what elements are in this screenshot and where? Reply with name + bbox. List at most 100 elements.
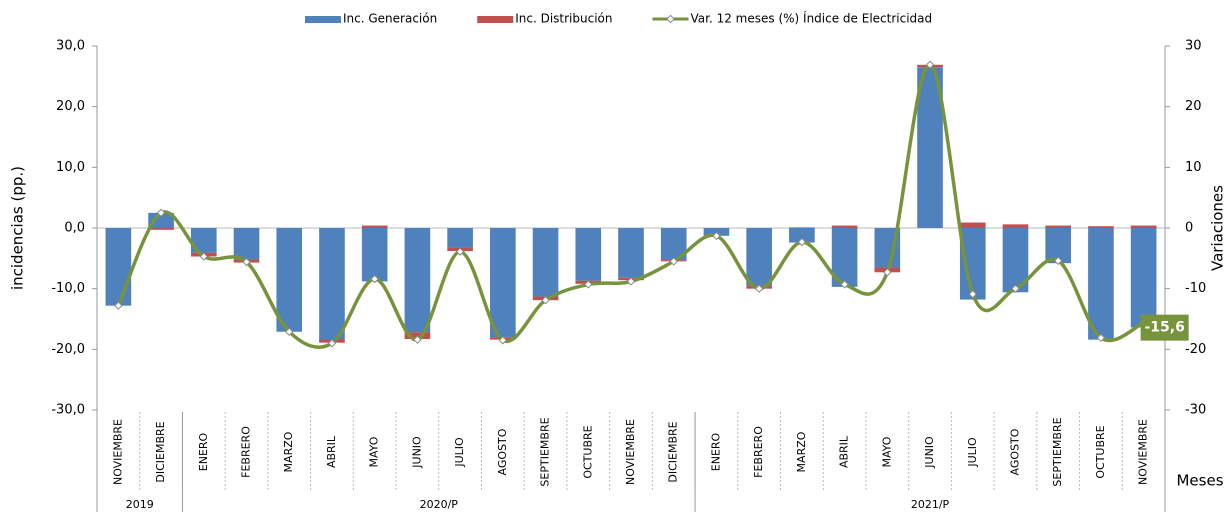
group-label: 2019 [126,498,154,511]
x-tick-label: ABRIL [325,435,338,468]
marker [968,289,978,299]
bar [789,227,815,228]
x-tick-label: MAYO [368,436,381,467]
marker [840,280,849,289]
bar [105,228,132,306]
legend-swatch [305,16,341,23]
y-tick-label: 30,0 [56,39,85,54]
legend-label: Inc. Generación [343,12,437,26]
bar [148,228,174,230]
bar [490,228,516,338]
marker [498,335,508,345]
marker [242,257,251,267]
x-tick-label: AGOSTO [496,428,509,475]
x-tick-label: SEPTIEMBRE [1051,417,1064,486]
marker [584,280,593,289]
legend-swatch [477,16,514,23]
bar [1088,228,1114,340]
y-tick-label: 0,0 [64,221,85,236]
marker [712,231,721,241]
y2-axis-title: Variaciones [1209,185,1227,271]
y-axis-title: incidencias (pp.) [9,166,27,290]
group-label: 2021/P [911,498,950,511]
x-tick-label: ENERO [709,432,722,471]
bar [361,225,388,228]
bar [831,225,858,228]
bar [789,228,815,243]
x-tick-label: OCTUBRE [581,425,594,478]
bar [361,228,388,282]
y2-tick-label: 30 [1185,39,1202,54]
y2-tick-label: 20 [1185,99,1202,114]
x-tick-label: ABRIL [838,435,851,468]
x-tick-label: FEBRERO [752,426,765,478]
y-tick-label: 10,0 [56,160,85,175]
x-tick-label: DICIEMBRE [667,421,680,482]
bar [447,228,473,248]
y-tick-label: 20,0 [56,99,85,114]
bar [276,228,303,332]
bar [233,228,260,260]
bar [148,212,174,228]
value-label: -15,6 [1144,320,1184,336]
bar [404,228,431,333]
x-tick-label: OCTUBRE [1094,425,1107,478]
marker [1011,284,1020,293]
y2-tick-label: -30 [1185,403,1206,418]
x-tick-label: FEBRERO [240,426,253,478]
bar [1130,225,1157,228]
marker [754,284,764,293]
x-tick-label: MARZO [795,431,808,472]
marker [284,327,294,336]
bar [1088,226,1114,228]
x-tick-label: ENERO [197,432,210,471]
y-tick-label: -10,0 [51,281,85,296]
x-tick-label: NOVIEMBRE [111,419,124,485]
x-tick-label: JUNIO [923,436,936,469]
x-tick-label: SEPTIEMBRE [539,417,552,486]
marker [1096,333,1106,343]
y2-tick-label: 0 [1185,221,1193,236]
y-tick-label: -30,0 [51,403,85,418]
x-tick-label: DICIEMBRE [154,421,167,482]
y2-tick-label: -10 [1185,281,1206,296]
bar [575,228,602,281]
bar [746,228,772,286]
x-tick-label: MAYO [880,436,893,467]
marker [413,335,422,344]
x-tick-label: AGOSTO [1008,428,1021,475]
bar [1002,224,1029,228]
bar [1130,228,1157,328]
marker [1053,256,1063,266]
marker [797,237,807,247]
bar [959,222,986,228]
group-label: 2020/P [420,498,459,511]
marker [370,274,379,284]
y2-tick-label: 10 [1185,160,1202,175]
bar [532,228,559,297]
marker [883,268,892,277]
marker [199,252,209,261]
x-tick-label: JUNIO [410,436,423,469]
x-axis-title: Meses [1176,472,1223,490]
legend-label: Inc. Distribución [515,12,612,26]
marker [156,208,166,218]
bar [618,228,644,278]
x-tick-label: JULIO [966,437,979,468]
value-label-box [1140,314,1189,341]
bar [703,228,730,236]
marker [626,277,636,286]
line [116,63,1145,349]
marker [925,60,935,70]
marker [327,339,337,348]
marker [541,295,550,305]
marker [669,257,678,266]
y-tick-label: -20,0 [51,342,85,357]
marker [455,247,465,256]
y2-tick-label: -20 [1185,342,1206,357]
x-tick-label: NOVIEMBRE [1137,419,1150,485]
marker [114,301,123,310]
bar [319,228,345,340]
legend-marker [666,14,675,24]
